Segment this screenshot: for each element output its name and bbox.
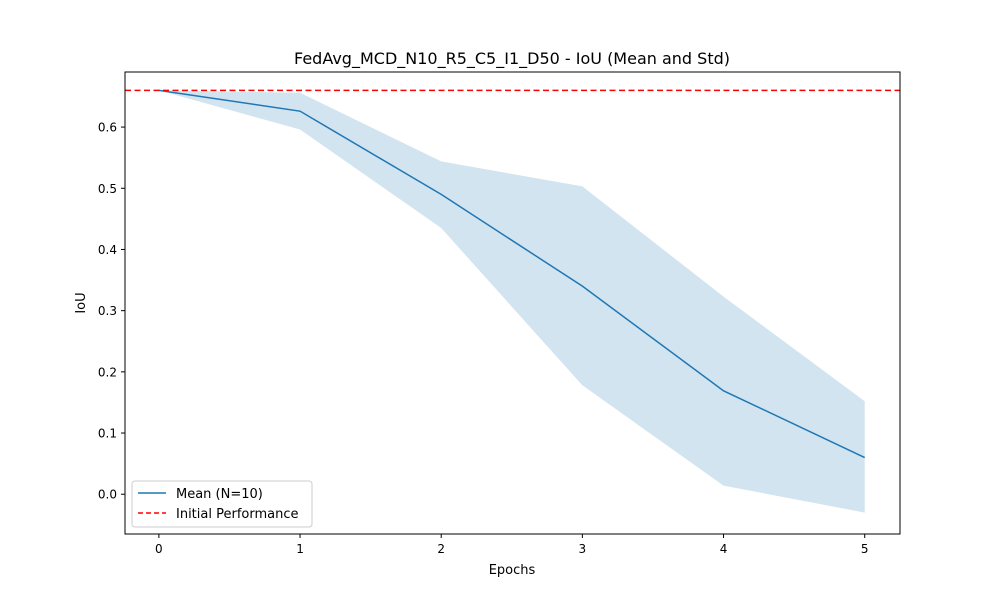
x-tick-label-0: 0 <box>155 542 163 556</box>
legend-label-mean: Mean (N=10) <box>176 487 263 502</box>
x-tick-label-5: 5 <box>861 542 869 556</box>
x-tick-label-3: 3 <box>579 542 587 556</box>
legend: Mean (N=10) Initial Performance <box>132 481 312 527</box>
chart-title: FedAvg_MCD_N10_R5_C5_I1_D50 - IoU (Mean … <box>294 49 730 69</box>
y-tick-label-3: 0.3 <box>98 304 117 318</box>
y-tick-label-5: 0.5 <box>98 182 117 196</box>
y-tick-label-6: 0.6 <box>98 121 117 135</box>
y-axis-label: IoU <box>74 292 89 313</box>
x-tick-label-2: 2 <box>437 542 445 556</box>
std-band <box>159 90 865 512</box>
y-tick-label-0: 0.0 <box>98 488 117 502</box>
y-tick-label-4: 0.4 <box>98 243 117 257</box>
y-tick-label-1: 0.1 <box>98 427 117 441</box>
x-axis-label: Epochs <box>489 563 536 578</box>
x-tick-label-1: 1 <box>296 542 304 556</box>
y-tick-label-2: 0.2 <box>98 365 117 379</box>
x-tick-label-4: 4 <box>720 542 728 556</box>
legend-label-initial: Initial Performance <box>176 507 298 522</box>
